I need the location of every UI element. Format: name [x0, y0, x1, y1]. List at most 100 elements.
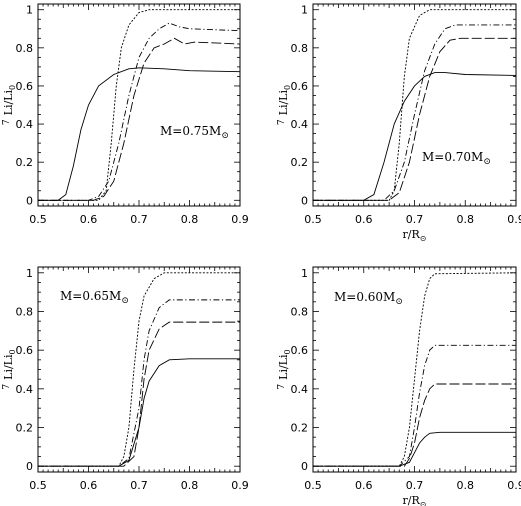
y-axis-label-isotope: 7 [2, 119, 12, 125]
y-axis-label-subscript: 0 [283, 85, 292, 90]
y-axis-label: 7 Li/Li0 [2, 85, 17, 125]
y-axis-label-main: Li/Li [2, 90, 15, 116]
y-axis-label-subscript: 0 [8, 85, 17, 90]
x-axis-label-main: r/R [403, 494, 421, 506]
chart-panel-2: 0.50.60.70.80.900.20.40.60.817Li/Li0r/R⊙… [277, 3, 521, 243]
y-tick-label: 0 [301, 194, 308, 207]
x-tick-label: 0.9 [231, 213, 249, 226]
y-tick-label: 0.2 [291, 156, 309, 169]
y-tick-label: 0.8 [291, 42, 309, 55]
x-axis-label-subscript: ⊙ [420, 234, 427, 243]
chart-panel-4: 0.50.60.70.80.900.20.40.60.817Li/Li0r/R⊙… [277, 266, 521, 506]
y-tick-label: 0.6 [291, 80, 309, 93]
y-tick-label: 1 [26, 267, 33, 280]
series-line-solid [313, 431, 516, 467]
mass-annotation-subscript: ⊙ [483, 157, 491, 167]
y-tick-label: 0.8 [16, 42, 34, 55]
y-axis-label-subscript: 0 [283, 349, 292, 354]
series-line-dashlong [38, 37, 241, 201]
y-axis-label: 7 Li/Li0 [2, 349, 17, 389]
x-tick-label: 0.8 [457, 213, 475, 226]
mass-annotation: M=0.70M⊙ [422, 150, 491, 167]
y-tick-label: 0.8 [291, 305, 309, 318]
x-tick-label: 0.7 [406, 213, 424, 226]
y-tick-label: 0.8 [16, 305, 34, 318]
x-tick-label: 0.9 [231, 479, 249, 492]
x-tick-label: 0.8 [181, 479, 199, 492]
x-axis-label-main: r/R [403, 228, 421, 241]
y-tick-label: 0.6 [16, 344, 34, 357]
x-tick-label: 0.8 [181, 213, 199, 226]
y-axis-label: 7 Li/Li0 [277, 85, 292, 125]
x-tick-label: 0.8 [457, 479, 475, 492]
chart-panel-3: 0.5 0.6 0.7 0.8 0.900.20.40.60.817Li/Li0M=0.… [2, 266, 249, 492]
x-axis-label: r/R⊙ [403, 494, 427, 506]
y-axis-label-isotope: 7 [277, 384, 287, 390]
plot-frame [312, 3, 517, 207]
series-line-dashlong [313, 37, 516, 201]
y-tick-label: 0.2 [16, 156, 34, 169]
mass-annotation-main: M=0.75M [160, 124, 221, 138]
y-tick-label: 0.2 [291, 422, 309, 435]
y-tick-label: 0.6 [16, 80, 34, 93]
x-tick-label: 0.6 [355, 479, 373, 492]
y-tick-label: 0 [301, 460, 308, 473]
series-line-solid [38, 358, 240, 467]
x-tick-label: 0.5 [29, 479, 47, 492]
x-tick-label: 0.6 [355, 213, 373, 226]
y-tick-label: 0 [26, 194, 33, 207]
x-tick-label: 0.5 [29, 213, 47, 226]
plot-frame [37, 3, 241, 207]
mass-annotation: M=0.65M⊙ [60, 289, 129, 306]
mass-annotation-main: M=0.70M [422, 150, 483, 164]
x-axis-label: r/R⊙ [403, 228, 427, 243]
series-line-dotted [313, 9, 516, 201]
series-line-solid [313, 72, 517, 201]
mass-annotation-main: M=0.65M [60, 289, 121, 303]
y-tick-label: 0.6 [291, 344, 309, 357]
mass-annotation-subscript: ⊙ [121, 296, 129, 306]
y-axis-label-main: Li/Li [277, 90, 290, 116]
x-tick-label: 0.9 [507, 479, 521, 492]
y-axis-label-isotope: 7 [2, 384, 12, 390]
y-tick-label: 0.2 [16, 422, 34, 435]
y-tick-label: 1 [26, 4, 33, 17]
x-tick-label: 0.5 [304, 479, 322, 492]
y-axis-label-isotope: 7 [277, 119, 287, 125]
y-tick-label: 1 [301, 267, 308, 280]
y-axis-label-main: Li/Li [2, 354, 15, 380]
series-line-dashdot [313, 344, 516, 467]
y-axis-label: 7 Li/Li0 [277, 349, 292, 389]
x-tick-label: 0.9 [507, 213, 521, 226]
mass-annotation-main: M=0.60M [334, 290, 395, 304]
series-line-dashdot [313, 24, 516, 201]
x-tick-label: 0.7 [130, 213, 148, 226]
y-tick-label: 0.4 [291, 118, 309, 131]
y-axis-label-subscript: 0 [8, 349, 17, 354]
chart-panel-1: 0.5 0.6 0.7 0.8 0.900.20.40.60.817Li/Li0M=0.… [2, 3, 249, 226]
x-tick-label: 0.6 [80, 213, 98, 226]
x-axis-label-subscript: ⊙ [420, 500, 427, 506]
y-tick-label: 0.4 [16, 118, 34, 131]
y-tick-label: 0.4 [16, 383, 34, 396]
series-line-dashdot [38, 22, 241, 201]
series-line-dotted [38, 9, 240, 201]
y-tick-label: 0 [26, 460, 33, 473]
x-tick-label: 0.6 [80, 479, 98, 492]
series-line-dotted [313, 272, 517, 467]
x-tick-label: 0.5 [304, 213, 322, 226]
series-line-solid [38, 67, 241, 201]
mass-annotation: M=0.75M⊙ [160, 124, 229, 141]
y-tick-label: 0.4 [291, 383, 309, 396]
series-line-dashlong [313, 383, 516, 467]
x-tick-label: 0.7 [130, 479, 148, 492]
y-axis-label-main: Li/Li [277, 354, 290, 380]
x-tick-label: 0.7 [406, 479, 424, 492]
y-tick-label: 1 [301, 4, 308, 17]
series-line-dashlong [38, 321, 240, 467]
mass-annotation-subscript: ⊙ [395, 297, 403, 307]
series-line-dashdot [38, 299, 240, 467]
mass-annotation-subscript: ⊙ [221, 131, 229, 141]
mass-annotation: M=0.60M⊙ [334, 290, 403, 307]
